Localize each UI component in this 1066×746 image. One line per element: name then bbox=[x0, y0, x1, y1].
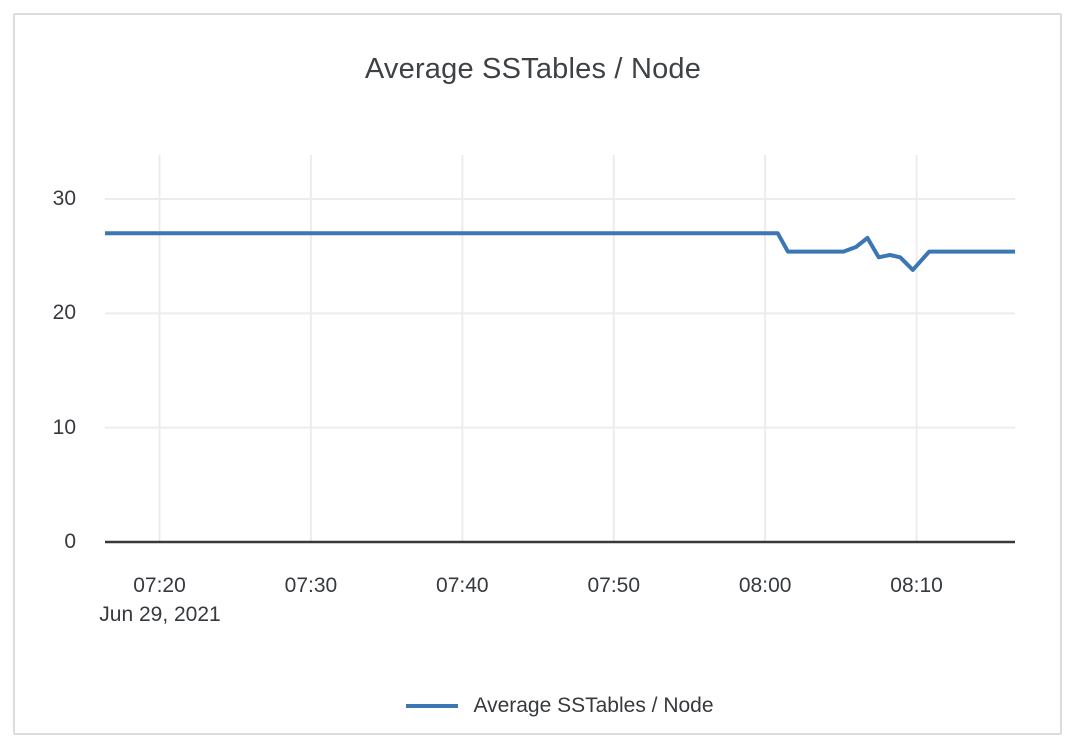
legend-label: Average SSTables / Node bbox=[473, 694, 714, 717]
series-line bbox=[105, 231, 1015, 272]
legend-line-swatch bbox=[406, 704, 459, 708]
legend-item[interactable]: Average SSTables / Node bbox=[406, 694, 714, 718]
chart-title: Average SSTables / Node bbox=[364, 53, 702, 85]
chart-card bbox=[13, 13, 1062, 735]
chart-legend: Average SSTables / Node bbox=[105, 692, 1015, 720]
